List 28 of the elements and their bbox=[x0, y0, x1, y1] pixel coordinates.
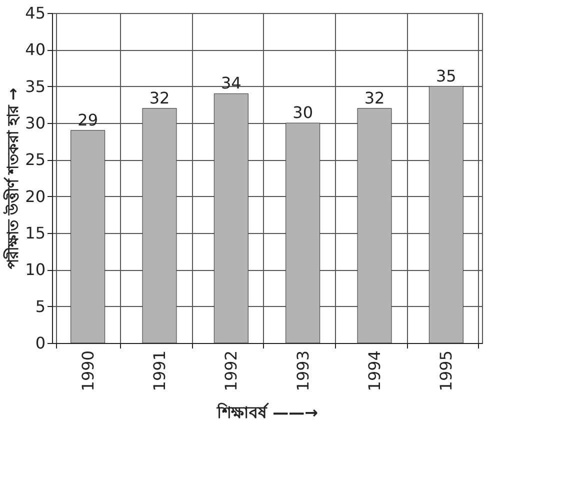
bar bbox=[70, 130, 106, 344]
data-label: 32 bbox=[364, 88, 385, 108]
y-tick-label: 10 bbox=[25, 260, 46, 280]
bar bbox=[142, 108, 177, 344]
bar bbox=[286, 122, 320, 344]
data-label: 30 bbox=[292, 103, 314, 122]
x-tick-label: 1990 bbox=[78, 350, 98, 392]
x-tick-label: 1995 bbox=[436, 350, 456, 392]
y-tick-label: 45 bbox=[25, 4, 46, 22]
x-tick-label: 1991 bbox=[150, 350, 169, 392]
x-tick-label: 1994 bbox=[365, 350, 384, 392]
y-tick-label: 30 bbox=[25, 114, 46, 132]
data-label: 35 bbox=[436, 66, 456, 86]
y-tick-label: 15 bbox=[25, 224, 46, 242]
y-tick-label: 20 bbox=[25, 186, 46, 206]
y-tick-label: 25 bbox=[25, 150, 46, 170]
y-tick-label: 35 bbox=[25, 76, 46, 96]
bar bbox=[214, 93, 248, 344]
data-label: 32 bbox=[149, 88, 170, 108]
y-tick-label: 0 bbox=[35, 334, 46, 352]
y-tick-label: 40 bbox=[25, 40, 46, 60]
x-axis-title: শিক্ষাবর্ষ ——→ bbox=[216, 402, 318, 422]
y-tick-label: 5 bbox=[35, 296, 46, 316]
x-tick-label: 1992 bbox=[222, 350, 241, 392]
bar bbox=[428, 86, 464, 344]
y-axis-title: পরীক্ষাত উত্তীর্ণ শতকরা হার → bbox=[3, 88, 22, 270]
bar bbox=[357, 108, 392, 344]
x-tick-label: 1993 bbox=[293, 350, 312, 392]
